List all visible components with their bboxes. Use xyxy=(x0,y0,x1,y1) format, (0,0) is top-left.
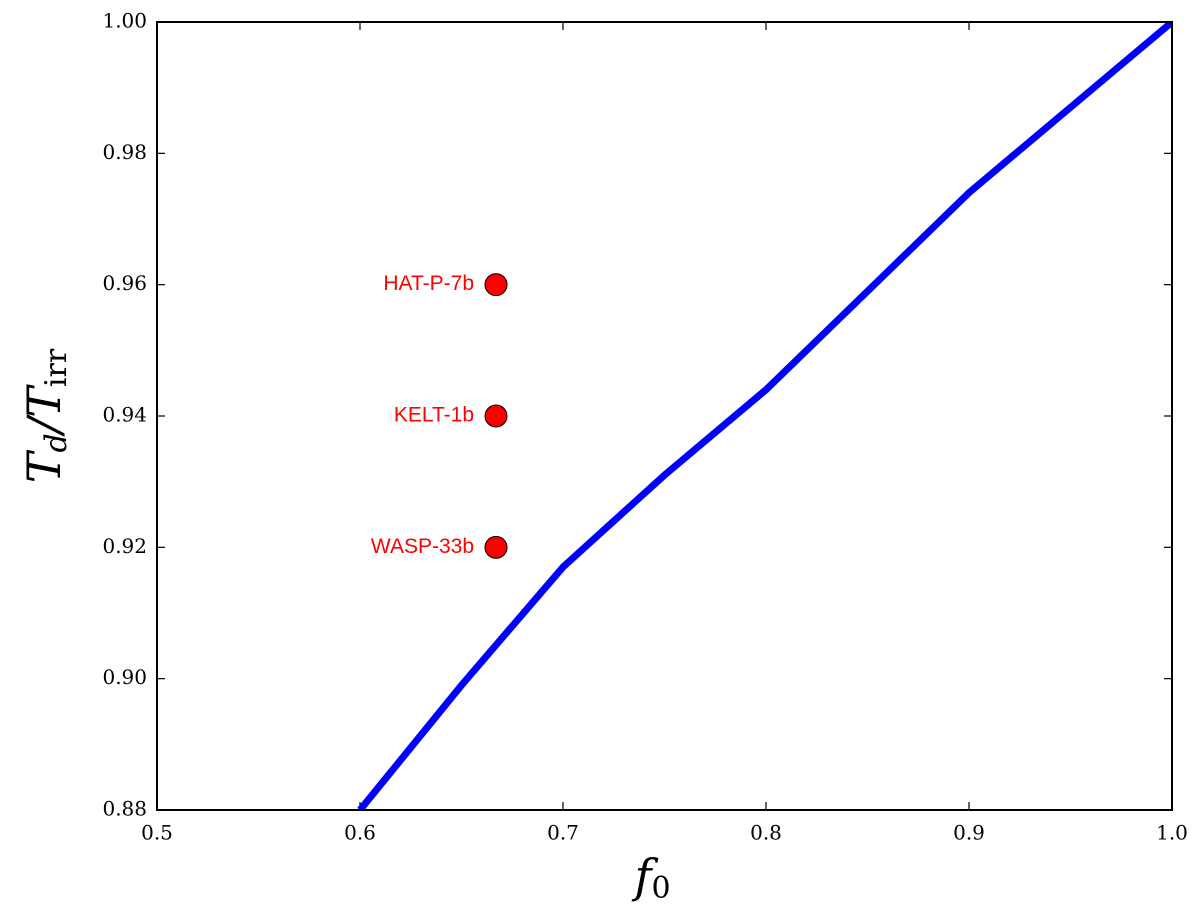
plot-frame xyxy=(156,21,1173,811)
y-tick-label: 0.92 xyxy=(102,534,147,558)
x-tick-label: 0.8 xyxy=(750,821,782,845)
planet-label: KELT-1b xyxy=(394,404,474,427)
x-tick-label: 0.9 xyxy=(953,821,985,845)
y-tick-label: 0.90 xyxy=(102,665,147,689)
y-tick-label: 0.94 xyxy=(102,403,147,427)
x-label-sub: 0 xyxy=(651,871,670,906)
y-tick-label: 0.96 xyxy=(102,271,147,295)
x-axis-label: f0 xyxy=(631,849,670,906)
x-tick-label: 0.5 xyxy=(141,821,173,845)
y-label-slash: /T xyxy=(17,384,71,437)
y-tick-label: 1.00 xyxy=(102,9,147,33)
y-tick-label: 0.98 xyxy=(102,140,147,164)
y-axis-label: Td/Tirr xyxy=(17,348,74,483)
y-label-sub: d xyxy=(39,433,74,452)
planet-label: HAT-P-7b xyxy=(383,272,474,295)
y-label-sub2: irr xyxy=(39,348,74,387)
planet-point xyxy=(484,404,508,428)
x-tick-label: 0.7 xyxy=(547,821,579,845)
planet-point xyxy=(484,273,508,297)
planet-point xyxy=(484,535,508,559)
curve xyxy=(357,22,1172,810)
planet-label: WASP-33b xyxy=(371,535,474,558)
x-tick-label: 0.6 xyxy=(344,821,376,845)
y-tick-label: 0.88 xyxy=(102,797,147,821)
y-label-base: T xyxy=(17,449,71,483)
x-tick-label: 1.0 xyxy=(1156,821,1188,845)
